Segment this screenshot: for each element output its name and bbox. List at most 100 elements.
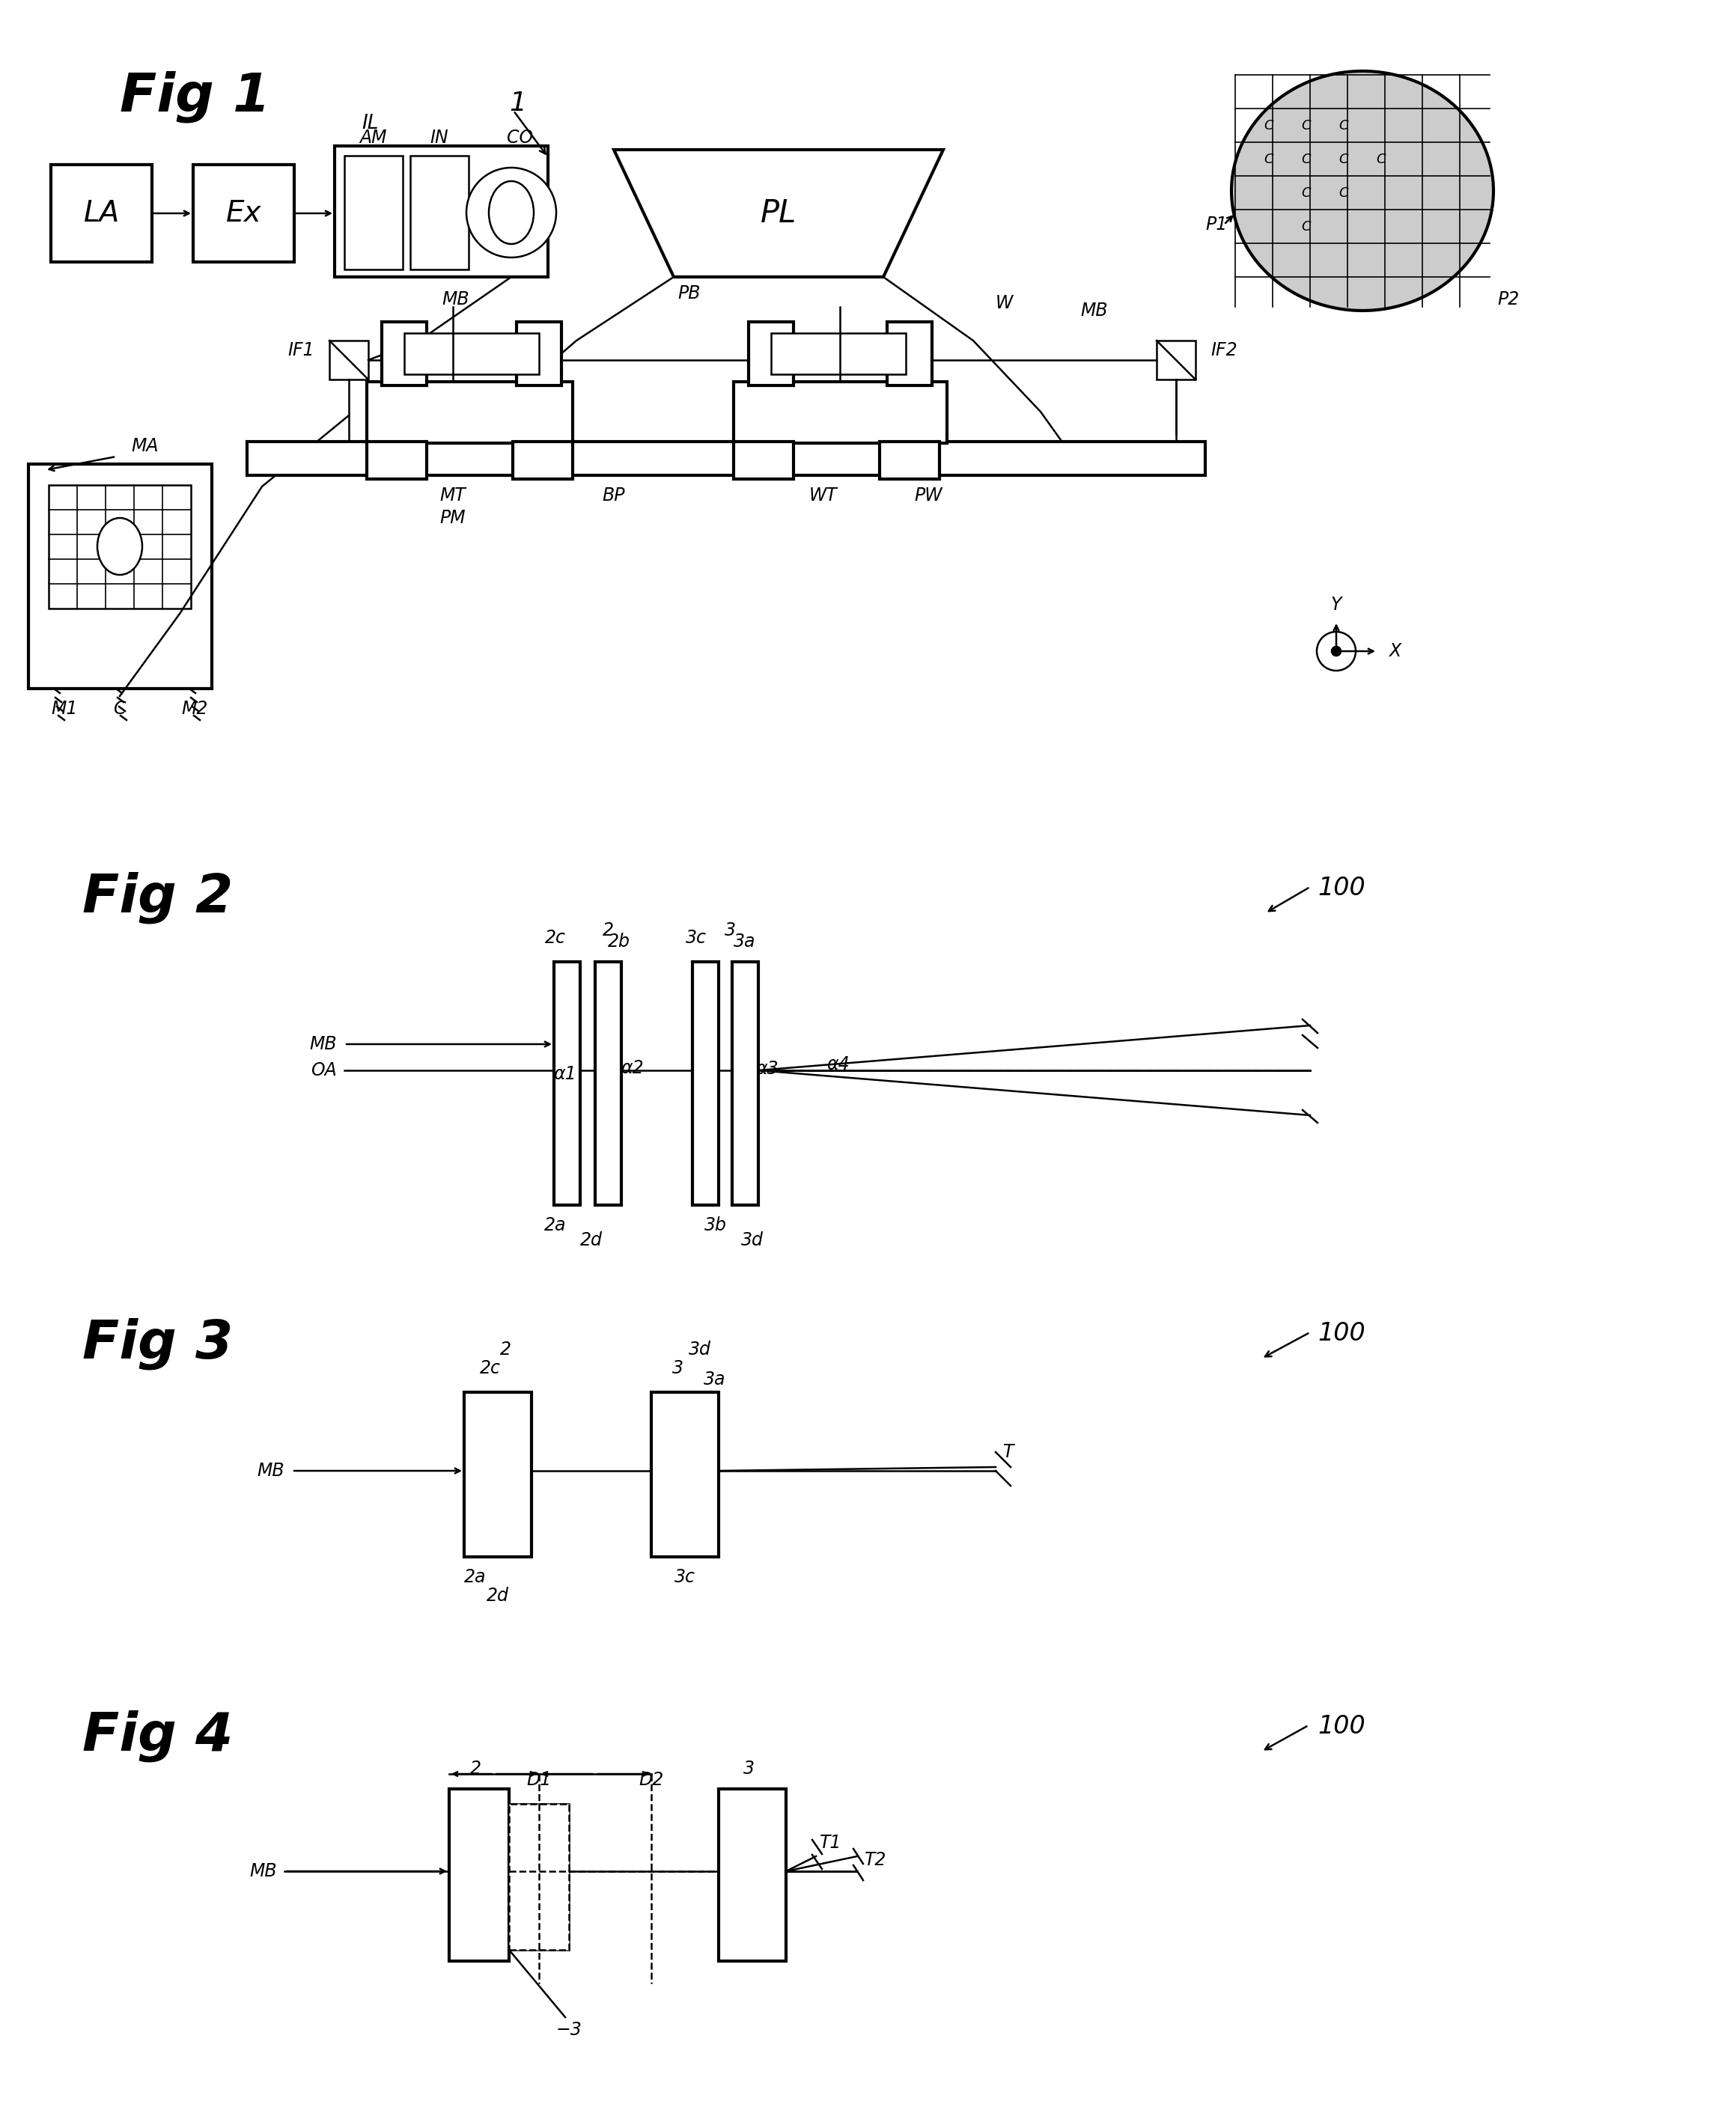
Text: T1: T1 <box>819 1833 842 1852</box>
Text: Fig 1: Fig 1 <box>120 72 271 123</box>
Text: C: C <box>1338 119 1349 133</box>
Text: T: T <box>1003 1443 1014 1462</box>
Bar <box>1156 341 1196 379</box>
Circle shape <box>1332 646 1340 655</box>
Bar <box>464 1392 531 1557</box>
Text: PL: PL <box>760 197 797 229</box>
Circle shape <box>1318 631 1356 670</box>
Text: 3: 3 <box>743 1759 753 1778</box>
Bar <box>887 322 932 386</box>
Text: IF1: IF1 <box>288 341 314 360</box>
Bar <box>382 322 427 386</box>
Text: WT: WT <box>809 487 837 504</box>
Text: 2: 2 <box>500 1341 510 1358</box>
Text: MA: MA <box>130 437 158 456</box>
Text: α2: α2 <box>621 1060 644 1076</box>
Text: M2: M2 <box>181 699 208 718</box>
Bar <box>247 441 1205 475</box>
Bar <box>366 441 427 479</box>
Text: CO: CO <box>507 129 533 146</box>
Text: 3: 3 <box>724 922 736 939</box>
Bar <box>366 381 573 443</box>
Text: 3c: 3c <box>686 928 707 947</box>
Text: AM: AM <box>359 129 387 146</box>
Text: 100: 100 <box>1318 1320 1364 1346</box>
Bar <box>517 322 561 386</box>
Text: X: X <box>1389 642 1401 661</box>
Text: Fig 3: Fig 3 <box>82 1318 233 1369</box>
Text: T2: T2 <box>865 1852 887 1869</box>
Ellipse shape <box>1231 72 1493 311</box>
Ellipse shape <box>97 517 142 574</box>
Bar <box>335 146 549 278</box>
Text: α4: α4 <box>826 1055 851 1074</box>
Text: α1: α1 <box>554 1066 576 1083</box>
Text: MB: MB <box>441 290 469 309</box>
Circle shape <box>467 167 556 259</box>
Polygon shape <box>595 962 621 1206</box>
Text: 100: 100 <box>1318 875 1364 901</box>
Bar <box>404 333 538 375</box>
Text: C: C <box>1302 186 1311 199</box>
Text: MB: MB <box>257 1462 285 1479</box>
Bar <box>193 165 293 263</box>
Text: P2: P2 <box>1496 290 1519 309</box>
Text: MB: MB <box>250 1863 278 1880</box>
Text: MB: MB <box>1080 301 1108 320</box>
Text: OA: OA <box>311 1062 337 1079</box>
Text: 2a: 2a <box>464 1568 486 1585</box>
Polygon shape <box>733 962 759 1206</box>
Text: D2: D2 <box>639 1771 663 1788</box>
Bar <box>748 322 793 386</box>
Bar <box>734 381 946 443</box>
Text: LA: LA <box>83 199 120 227</box>
Bar <box>771 333 906 375</box>
Text: 3d: 3d <box>689 1341 712 1358</box>
Bar <box>410 155 469 269</box>
Text: C: C <box>1264 153 1274 165</box>
Text: 2d: 2d <box>486 1587 509 1604</box>
Bar <box>651 1392 719 1557</box>
Text: C: C <box>1264 119 1274 133</box>
Text: PM: PM <box>439 509 465 528</box>
Text: Fig 4: Fig 4 <box>82 1710 233 1763</box>
Text: 3: 3 <box>672 1358 682 1377</box>
Text: MT: MT <box>439 487 465 504</box>
Text: PW: PW <box>915 487 943 504</box>
Text: 100: 100 <box>1318 1714 1364 1740</box>
Text: MB: MB <box>309 1036 337 1053</box>
Text: M1: M1 <box>50 699 78 718</box>
Text: 3b: 3b <box>705 1216 727 1233</box>
Text: 2a: 2a <box>545 1216 566 1233</box>
Text: α3: α3 <box>755 1060 779 1079</box>
Bar <box>509 1803 569 1949</box>
Polygon shape <box>554 962 580 1206</box>
Bar <box>509 1803 569 1949</box>
Bar <box>719 1788 786 1960</box>
Text: −3: −3 <box>556 2022 582 2038</box>
Text: BP: BP <box>602 487 625 504</box>
Text: 2c: 2c <box>545 928 566 947</box>
Text: Fig 2: Fig 2 <box>82 873 233 924</box>
Text: C: C <box>1302 153 1311 165</box>
Text: C: C <box>1302 220 1311 233</box>
Text: IN: IN <box>431 129 448 146</box>
Text: PB: PB <box>677 284 700 303</box>
Polygon shape <box>693 962 719 1206</box>
Bar <box>330 341 368 379</box>
Text: 2c: 2c <box>479 1358 500 1377</box>
Text: 2: 2 <box>602 922 613 939</box>
Text: 2d: 2d <box>580 1231 602 1250</box>
Text: IF2: IF2 <box>1210 341 1238 360</box>
Text: 3a: 3a <box>734 932 755 951</box>
Text: 3a: 3a <box>703 1371 726 1388</box>
Text: 1: 1 <box>509 91 526 117</box>
Bar <box>344 155 403 269</box>
Text: Ex: Ex <box>226 199 262 227</box>
Text: C: C <box>113 699 127 718</box>
Text: Y: Y <box>1332 595 1342 615</box>
Polygon shape <box>615 150 943 278</box>
Text: IL: IL <box>363 114 378 133</box>
Text: C: C <box>1338 153 1349 165</box>
Bar <box>50 165 153 263</box>
